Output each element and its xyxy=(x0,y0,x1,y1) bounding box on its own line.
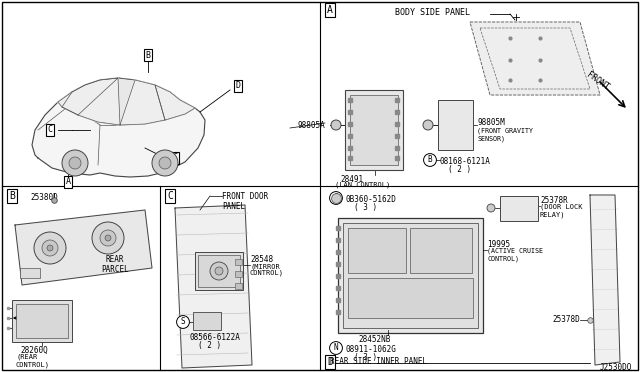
Circle shape xyxy=(487,204,495,212)
Text: S: S xyxy=(180,317,186,327)
Bar xyxy=(235,259,242,265)
Text: 08911-1062G: 08911-1062G xyxy=(346,345,397,354)
Circle shape xyxy=(92,222,124,254)
Text: A: A xyxy=(327,5,333,15)
Bar xyxy=(348,278,473,318)
Text: ( 2 ): ( 2 ) xyxy=(198,341,221,350)
Text: CONTROL): CONTROL) xyxy=(250,270,284,276)
Text: FRONT DOOR
PANEL: FRONT DOOR PANEL xyxy=(222,192,268,211)
Circle shape xyxy=(331,120,341,130)
Bar xyxy=(235,271,242,277)
Bar xyxy=(343,223,478,328)
Text: 98805A: 98805A xyxy=(297,121,325,130)
Polygon shape xyxy=(58,78,195,125)
Text: 25378D: 25378D xyxy=(552,315,580,324)
Text: BODY SIDE PANEL: BODY SIDE PANEL xyxy=(395,8,470,17)
Circle shape xyxy=(69,157,81,169)
Text: 19995: 19995 xyxy=(487,240,510,249)
Polygon shape xyxy=(32,78,205,177)
Text: 98805M: 98805M xyxy=(477,118,505,127)
Bar xyxy=(350,95,398,165)
Text: (FRONT GRAVITY: (FRONT GRAVITY xyxy=(477,127,533,134)
Bar xyxy=(198,255,240,287)
Circle shape xyxy=(42,240,58,256)
Circle shape xyxy=(100,230,116,246)
Text: CONTROL): CONTROL) xyxy=(487,256,519,263)
Text: SENSOR): SENSOR) xyxy=(477,135,505,141)
Text: 08168-6121A: 08168-6121A xyxy=(440,157,491,166)
Bar xyxy=(193,312,221,330)
Text: 28548: 28548 xyxy=(250,255,273,264)
Polygon shape xyxy=(62,78,120,125)
Polygon shape xyxy=(590,195,620,365)
Text: 0B360-5162D: 0B360-5162D xyxy=(346,195,397,204)
Circle shape xyxy=(34,232,66,264)
Polygon shape xyxy=(470,22,600,95)
Text: 25380D: 25380D xyxy=(30,193,58,202)
Polygon shape xyxy=(175,205,252,368)
Text: B: B xyxy=(9,191,15,201)
Polygon shape xyxy=(15,210,152,285)
Circle shape xyxy=(62,150,88,176)
Text: C: C xyxy=(47,125,52,135)
Text: (DOOR LOCK: (DOOR LOCK xyxy=(540,204,582,211)
Text: ( 3 ): ( 3 ) xyxy=(354,353,377,362)
Text: (LAN CONTROL): (LAN CONTROL) xyxy=(335,182,390,189)
Text: 08566-6122A: 08566-6122A xyxy=(190,333,241,342)
Text: C: C xyxy=(167,191,173,201)
Text: B: B xyxy=(428,155,432,164)
Text: D: D xyxy=(327,357,333,367)
Bar xyxy=(500,196,538,221)
Text: REAR
PARCEL: REAR PARCEL xyxy=(101,255,129,275)
Text: 28491: 28491 xyxy=(340,175,363,184)
Text: (ACTIVE CRUISE: (ACTIVE CRUISE xyxy=(487,248,543,254)
Bar xyxy=(348,228,406,273)
Circle shape xyxy=(152,150,178,176)
Text: (REAR: (REAR xyxy=(16,354,37,360)
Bar xyxy=(16,304,68,338)
Text: FRONT: FRONT xyxy=(26,315,49,324)
Bar xyxy=(12,300,72,342)
Text: (MIRROR: (MIRROR xyxy=(250,263,280,269)
Polygon shape xyxy=(120,80,165,125)
Text: CONTROL): CONTROL) xyxy=(16,361,50,368)
Bar xyxy=(345,90,403,170)
Text: 25378R: 25378R xyxy=(540,196,568,205)
Circle shape xyxy=(423,120,433,130)
Circle shape xyxy=(210,262,228,280)
Text: FRONT: FRONT xyxy=(585,70,611,92)
Circle shape xyxy=(215,267,223,275)
Bar xyxy=(410,228,472,273)
Text: ( 3 ): ( 3 ) xyxy=(354,203,377,212)
Bar xyxy=(338,218,483,333)
Bar xyxy=(235,283,242,289)
Circle shape xyxy=(159,157,171,169)
Text: D: D xyxy=(236,81,241,90)
Text: C: C xyxy=(173,154,177,163)
Circle shape xyxy=(47,245,53,251)
Circle shape xyxy=(105,235,111,241)
Text: 28260Q: 28260Q xyxy=(20,346,48,355)
Text: RELAY): RELAY) xyxy=(540,212,566,218)
Text: J2530DQ: J2530DQ xyxy=(600,363,632,372)
Polygon shape xyxy=(58,78,118,115)
Text: A: A xyxy=(65,177,70,186)
Bar xyxy=(195,252,243,290)
Text: REAR SIDE INNER PANEL: REAR SIDE INNER PANEL xyxy=(330,357,427,366)
Bar xyxy=(20,268,40,278)
Text: G: G xyxy=(333,193,339,202)
Bar xyxy=(438,100,473,150)
Text: ( 2 ): ( 2 ) xyxy=(448,165,471,174)
Text: B: B xyxy=(145,51,150,60)
Text: 28452NB: 28452NB xyxy=(358,335,390,344)
Text: N: N xyxy=(333,343,339,353)
Polygon shape xyxy=(155,85,195,120)
